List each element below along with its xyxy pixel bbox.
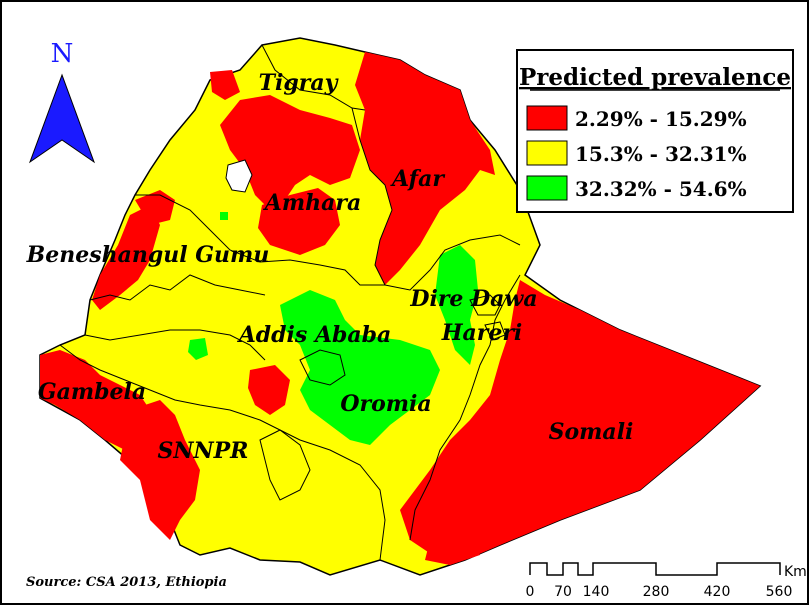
scale-bar-line xyxy=(529,562,781,576)
legend-label-high: 32.32% - 54.6% xyxy=(575,177,747,201)
legend-swatch-medium xyxy=(526,140,568,166)
region-label-somali: Somali xyxy=(549,419,634,445)
region-label-tigray: Tigray xyxy=(259,70,340,96)
scale-tick-140: 140 xyxy=(583,584,610,600)
legend-title: Predicted prevalence xyxy=(519,64,791,91)
scale-unit: Km xyxy=(784,564,807,580)
region-label-gambela: Gambela xyxy=(38,379,146,405)
region-label-hareri: Hareri xyxy=(441,320,523,346)
legend-label-medium: 15.3% - 32.31% xyxy=(575,142,747,166)
region-label-beneshangul-gumu: Beneshangul Gumu xyxy=(26,242,270,268)
scale-bar: 0 70 140 280 420 560 Km xyxy=(526,562,807,600)
regional-boundaries xyxy=(59,44,521,561)
scale-tick-560: 560 xyxy=(766,584,793,600)
region-label-snnpr: SNNPR xyxy=(158,438,249,464)
region-label-dire-dawa: Dire Dawa xyxy=(409,286,537,312)
low-prevalence-areas xyxy=(40,52,760,565)
north-arrow-label: N xyxy=(51,39,74,69)
legend-swatch-low xyxy=(526,105,568,131)
region-label-amhara: Amhara xyxy=(263,190,361,216)
legend: Predicted prevalence 2.29% - 15.29% 15.3… xyxy=(516,49,794,213)
region-label-afar: Afar xyxy=(390,166,445,192)
scale-tick-0: 0 xyxy=(526,584,535,600)
scale-tick-420: 420 xyxy=(704,584,731,600)
source-note: Source: CSA 2013, Ethiopia xyxy=(26,575,227,590)
scale-tick-280: 280 xyxy=(643,584,670,600)
high-prevalence-areas xyxy=(188,212,478,445)
region-label-addis-ababa: Addis Ababa xyxy=(237,322,392,348)
region-label-oromia: Oromia xyxy=(340,391,431,417)
legend-label-low: 2.29% - 15.29% xyxy=(575,107,747,131)
north-arrow: N xyxy=(28,39,96,164)
legend-swatch-high xyxy=(526,175,568,201)
scale-tick-70: 70 xyxy=(554,584,572,600)
lake-area xyxy=(225,159,253,193)
north-arrow-icon xyxy=(28,73,96,164)
